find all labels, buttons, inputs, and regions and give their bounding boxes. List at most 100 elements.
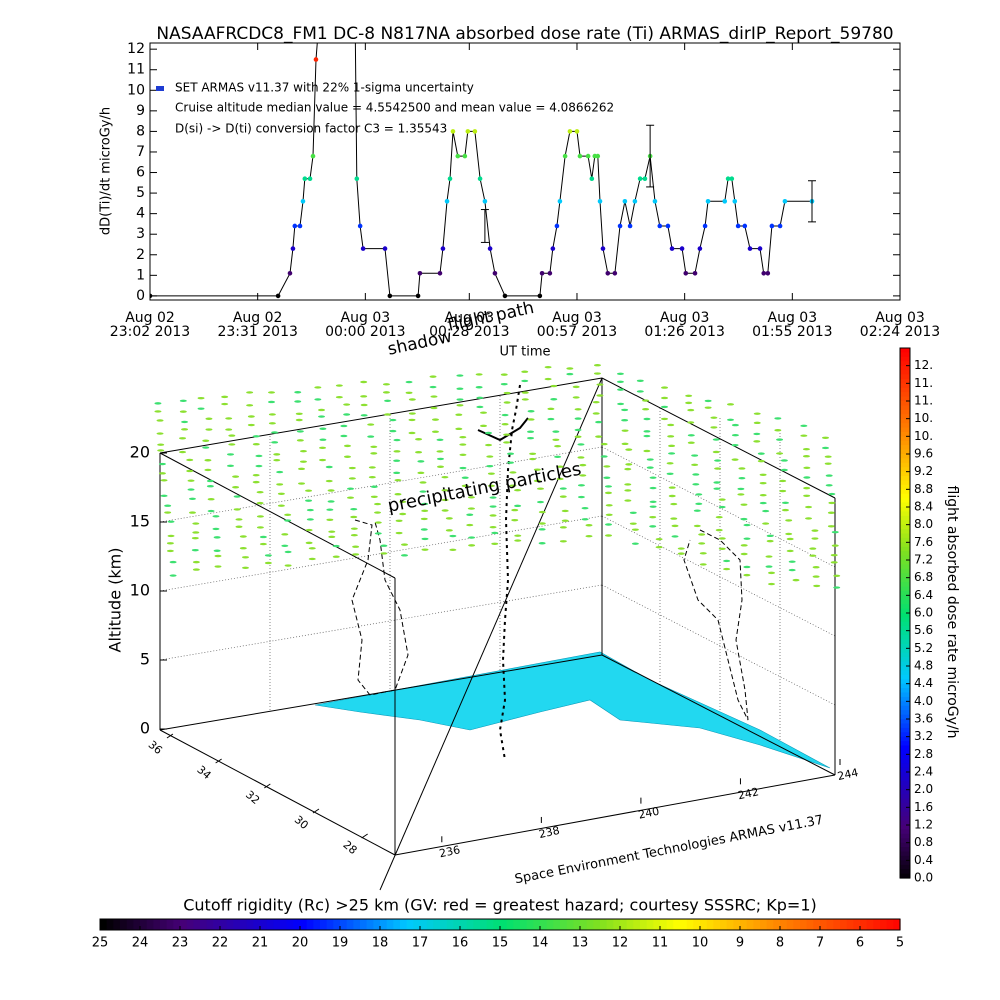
colorbar-swatch: [900, 582, 910, 588]
particle-dash: [757, 459, 765, 463]
data-point: [761, 270, 767, 276]
data-point: [585, 153, 591, 159]
particle-dash: [667, 435, 675, 438]
data-point: [387, 293, 393, 299]
colorbar-swatch: [806, 919, 814, 930]
colorbar-swatch: [900, 626, 910, 632]
particle-dash: [501, 423, 509, 426]
particle-dash: [670, 502, 678, 506]
particle-dash: [779, 489, 787, 493]
particle-dash: [621, 419, 629, 422]
particle-dash: [197, 396, 205, 400]
data-point: [732, 199, 738, 204]
particle-dash: [825, 474, 833, 477]
y-tick-label: 1: [136, 267, 145, 283]
particle-dash: [306, 518, 314, 521]
particle-dash: [698, 533, 706, 536]
data-point: [437, 270, 443, 276]
particle-dash: [431, 418, 439, 421]
particle-dash: [803, 494, 811, 497]
particle-dash: [179, 450, 187, 454]
particle-dash: [241, 566, 249, 570]
particle-dash: [167, 520, 175, 523]
colorbar-tick-label: 1.6: [914, 800, 933, 814]
particle-dash: [273, 453, 281, 456]
particle-dash: [235, 525, 243, 528]
particle-dash: [670, 517, 678, 520]
colorbar-swatch: [533, 919, 541, 930]
colorbar-swatch: [900, 780, 910, 786]
particle-dash: [205, 428, 213, 431]
particle-dash: [577, 495, 585, 499]
particle-dash: [393, 459, 401, 462]
colorbar-swatch: [626, 919, 634, 930]
colorbar-tick-label: 11.: [914, 394, 933, 408]
particle-dash: [395, 519, 403, 522]
particle-dash: [160, 494, 168, 498]
particle-dash: [246, 391, 254, 394]
particle-dash: [766, 539, 774, 543]
particle-dash: [743, 523, 751, 527]
colorbar-swatch: [180, 919, 188, 930]
colorbar-tick-label: 19: [332, 936, 349, 951]
colorbar-swatch: [360, 919, 368, 930]
colorbar-swatch: [346, 919, 354, 930]
particle-dash: [646, 466, 654, 469]
colorbar-swatch: [793, 919, 801, 930]
particle-dash: [486, 455, 494, 458]
colorbar-swatch: [713, 919, 721, 930]
colorbar-swatch: [400, 919, 408, 930]
colorbar-swatch: [900, 374, 910, 380]
particle-dash: [550, 384, 558, 388]
colorbar-swatch: [460, 919, 468, 930]
colorbar-swatch: [780, 919, 788, 930]
z-tick-label: 5: [140, 650, 150, 669]
colorbar-swatch: [900, 365, 910, 371]
z-tick-label: 0: [140, 719, 150, 738]
particle-dash: [271, 441, 279, 444]
particle-dash: [693, 524, 701, 528]
particle-dash: [370, 445, 378, 448]
particle-dash: [191, 548, 199, 552]
particle-dash: [643, 434, 651, 438]
annotation: D(si) -> D(ti) conversion factor C3 = 1.…: [175, 122, 447, 136]
particle-dash: [252, 480, 260, 484]
particle-dash: [204, 468, 212, 472]
colorbar-tick-label: 7: [816, 936, 824, 951]
particle-dash: [374, 521, 382, 524]
particle-dash: [350, 534, 358, 537]
lat-tick: [264, 783, 271, 789]
data-point: [450, 129, 456, 134]
particle-dash: [527, 430, 535, 433]
colorbar-swatch: [766, 919, 774, 930]
particle-dash: [419, 490, 427, 493]
particle-dash: [726, 418, 734, 422]
particle-dash: [179, 399, 187, 403]
particle-dash: [271, 431, 279, 434]
particle-dash: [347, 487, 355, 490]
particle-dash: [326, 518, 334, 521]
colorbar-swatch: [453, 919, 461, 930]
particle-dash: [306, 508, 314, 512]
y-tick-label: 3: [136, 226, 145, 242]
particle-dash: [206, 485, 214, 488]
particle-dash: [467, 507, 475, 510]
colorbar-swatch: [193, 919, 201, 930]
colorbar-tick-label: 9.2: [914, 464, 933, 478]
colorbar-tick-label: 5.6: [914, 623, 933, 637]
particle-dash: [192, 522, 200, 525]
particle-dash: [445, 529, 453, 532]
particle-dash: [643, 417, 651, 421]
colorbar-swatch: [900, 873, 910, 879]
data-point: [600, 246, 606, 251]
y-tick-label: 5: [136, 185, 145, 201]
colorbar-swatch: [900, 732, 910, 738]
particle-dash: [704, 399, 712, 403]
data-point: [627, 223, 633, 229]
colorbar-swatch: [900, 405, 910, 411]
particle-dash: [585, 524, 593, 527]
particle-dash: [421, 509, 429, 513]
colorbar-swatch: [900, 498, 910, 504]
colorbar-swatch: [900, 807, 910, 813]
x-tick-label: Aug 03 01:26 2013: [644, 310, 724, 340]
